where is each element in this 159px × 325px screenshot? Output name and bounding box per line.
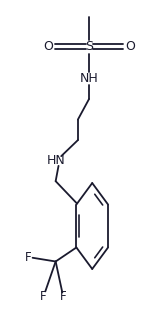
Text: F: F bbox=[60, 291, 67, 304]
Text: O: O bbox=[43, 40, 53, 53]
Text: O: O bbox=[125, 40, 135, 53]
Text: S: S bbox=[85, 40, 93, 53]
Text: F: F bbox=[25, 251, 32, 264]
Text: F: F bbox=[40, 291, 46, 304]
Text: HN: HN bbox=[46, 154, 65, 167]
Text: NH: NH bbox=[80, 72, 98, 85]
